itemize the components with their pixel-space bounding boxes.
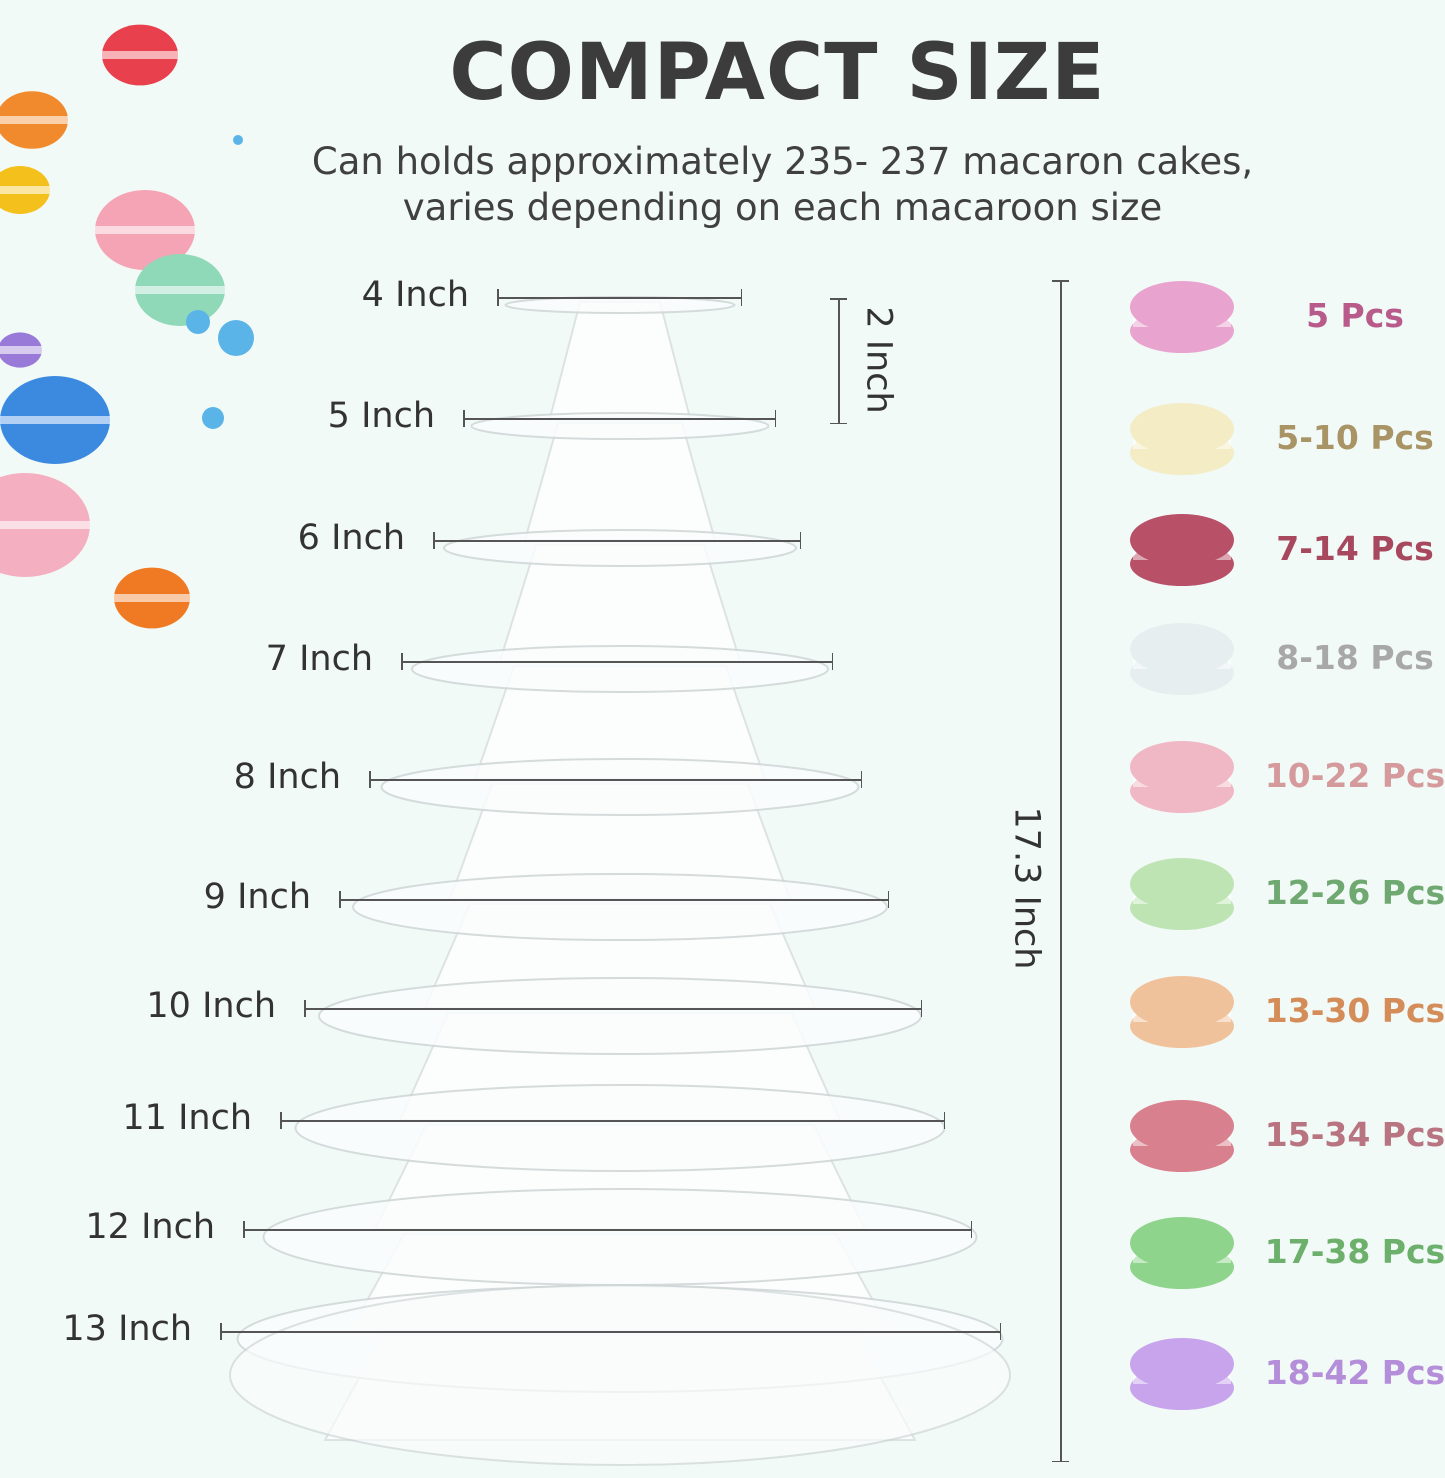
macaron-icon bbox=[1130, 1217, 1234, 1289]
decorative-macaron bbox=[0, 332, 42, 368]
decorative-macaron bbox=[135, 254, 225, 326]
macaron-icon bbox=[1130, 1100, 1234, 1172]
macaron-icon bbox=[1130, 281, 1234, 353]
capacity-count: 13-30 Pcs bbox=[1264, 991, 1445, 1030]
tier-label: 4 Inch bbox=[361, 275, 469, 315]
decorative-bubble bbox=[186, 310, 210, 334]
tier-label: 9 Inch bbox=[203, 877, 311, 917]
tier-diameter-line bbox=[369, 773, 862, 786]
decorative-macaron bbox=[0, 376, 110, 464]
tier-diameter-line bbox=[433, 534, 801, 547]
tier-diameter-line bbox=[220, 1325, 1001, 1338]
tier-spacing-dimension bbox=[832, 298, 845, 424]
decorative-bubble bbox=[218, 320, 254, 356]
macaron-icon bbox=[1130, 976, 1234, 1048]
total-height-label: 17.3 Inch bbox=[1006, 806, 1047, 970]
tier-plate bbox=[262, 1188, 978, 1286]
subtitle-line-2: varies depending on each macaroon size bbox=[402, 186, 1163, 229]
tier-diameter-line bbox=[304, 1002, 922, 1015]
tier-plate bbox=[380, 758, 860, 816]
subtitle-line-1: Can holds approximately 235- 237 macaron… bbox=[311, 140, 1254, 183]
tier-plate bbox=[470, 412, 770, 440]
tier-label: 5 Inch bbox=[327, 396, 435, 436]
macaron-icon bbox=[1130, 403, 1234, 475]
capacity-count: 5 Pcs bbox=[1306, 296, 1404, 335]
capacity-count: 17-38 Pcs bbox=[1264, 1232, 1445, 1271]
base-plate bbox=[229, 1284, 1011, 1466]
page-title: COMPACT SIZE bbox=[449, 28, 1106, 118]
capacity-count: 7-14 Pcs bbox=[1276, 529, 1434, 568]
macaron-icon bbox=[1130, 858, 1234, 930]
capacity-count: 15-34 Pcs bbox=[1264, 1115, 1445, 1154]
decorative-macaron bbox=[114, 567, 190, 629]
tier-label: 6 Inch bbox=[297, 518, 405, 558]
tier-cone bbox=[523, 422, 717, 541]
tier-diameter-line bbox=[463, 412, 776, 425]
macaron-icon bbox=[1130, 741, 1234, 813]
tier-label: 12 Inch bbox=[85, 1207, 215, 1247]
decorative-macaron bbox=[0, 473, 90, 577]
decorative-macaron bbox=[0, 91, 68, 149]
capacity-count: 5-10 Pcs bbox=[1276, 418, 1434, 457]
tier-diameter-line bbox=[339, 893, 889, 906]
total-height-dimension bbox=[1054, 280, 1067, 1462]
decorative-bubble bbox=[233, 135, 243, 145]
decorative-macaron bbox=[102, 24, 178, 86]
tier-plate bbox=[411, 645, 829, 693]
tier-cone bbox=[548, 301, 692, 419]
capacity-count: 10-22 Pcs bbox=[1264, 756, 1445, 795]
macaron-icon bbox=[1130, 514, 1234, 586]
tier-diameter-line bbox=[401, 655, 833, 668]
decorative-bubble bbox=[202, 407, 224, 429]
capacity-count: 18-42 Pcs bbox=[1264, 1353, 1445, 1392]
macaron-icon bbox=[1130, 1338, 1234, 1410]
tier-diameter-line bbox=[280, 1114, 945, 1127]
capacity-count: 12-26 Pcs bbox=[1264, 873, 1445, 912]
tier-spacing-label: 2 Inch bbox=[858, 306, 899, 414]
tier-plate bbox=[294, 1084, 946, 1172]
tier-plate bbox=[443, 529, 797, 567]
tier-diameter-line bbox=[243, 1223, 972, 1236]
tier-label: 7 Inch bbox=[265, 639, 373, 679]
tier-label: 11 Inch bbox=[122, 1098, 252, 1138]
tier-diameter-line bbox=[497, 291, 742, 304]
tier-plate bbox=[352, 873, 888, 941]
macaron-icon bbox=[1130, 623, 1234, 695]
capacity-count: 8-18 Pcs bbox=[1276, 638, 1434, 677]
tier-plate bbox=[318, 977, 922, 1055]
decorative-macaron bbox=[0, 166, 50, 214]
tier-label: 8 Inch bbox=[233, 757, 341, 797]
tier-label: 13 Inch bbox=[62, 1309, 192, 1349]
tier-label: 10 Inch bbox=[146, 986, 276, 1026]
tier-plate bbox=[504, 296, 736, 314]
decorative-macaron bbox=[95, 190, 195, 270]
